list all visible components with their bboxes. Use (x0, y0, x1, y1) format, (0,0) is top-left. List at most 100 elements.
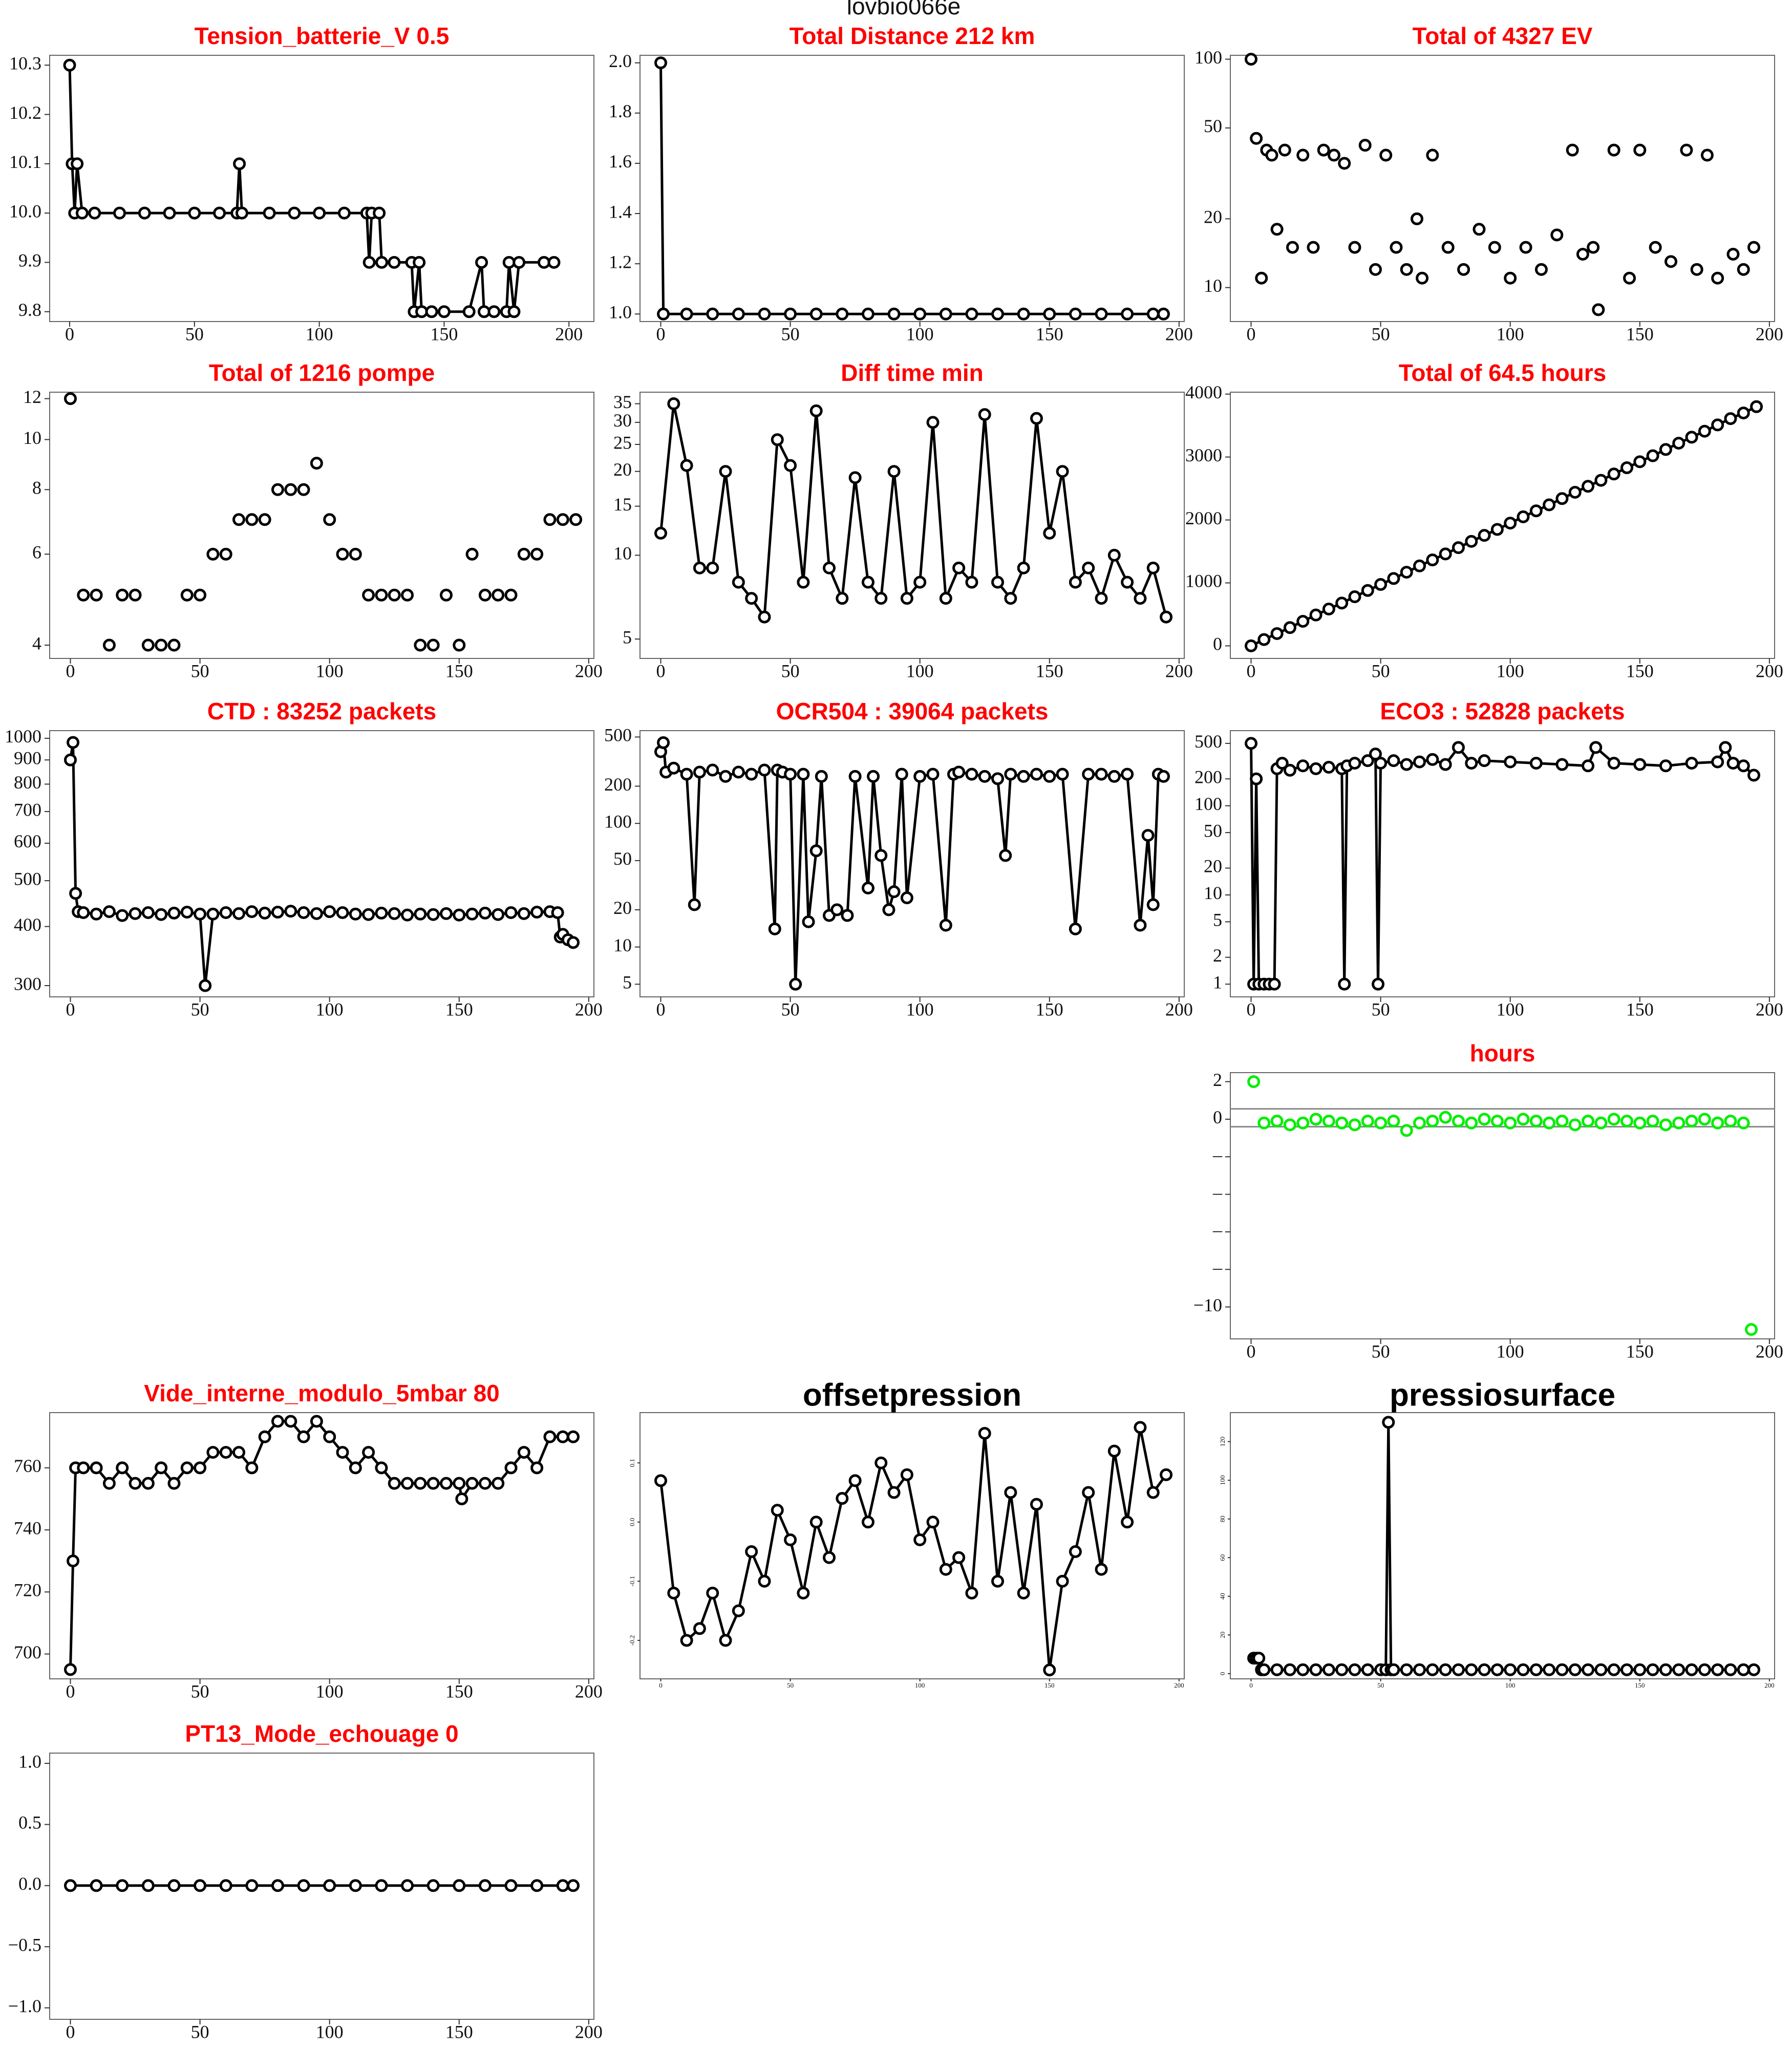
data-point (1504, 1663, 1517, 1676)
series-line (69, 1420, 573, 1670)
data-point (1452, 741, 1465, 754)
data-point (1069, 1545, 1082, 1559)
data-point (336, 1446, 349, 1459)
y-tick-label: 100 (1194, 794, 1222, 814)
data-point (1004, 592, 1017, 605)
data-point (492, 1477, 505, 1490)
y-tick-label: 2 (1213, 1070, 1222, 1090)
data-point (88, 206, 101, 220)
data-point (1250, 772, 1263, 785)
panel: offsetpression 0 50 100 150 200 -0.2 -0.1 0.0 0.1 (628, 1377, 1185, 1689)
data-point (1555, 758, 1569, 771)
data-point (349, 907, 362, 921)
data-point (426, 1477, 440, 1490)
x-tick-label: 50 (787, 1681, 794, 1689)
data-point (1750, 400, 1763, 413)
data-point (991, 1574, 1005, 1588)
data-point (437, 305, 451, 318)
data-point (167, 638, 181, 652)
panel-title: OCR504 : 39064 packets (776, 698, 1049, 724)
data-point (323, 1430, 336, 1443)
y-tick-label: −10 (1193, 1295, 1222, 1315)
y-tick-label: 50 (1204, 820, 1222, 841)
data-point (939, 592, 952, 605)
data-point (63, 58, 76, 72)
data-point (1413, 755, 1426, 769)
y-tick-label: 20 (1204, 207, 1222, 227)
data-point (537, 255, 550, 269)
data-point (271, 1879, 284, 1892)
data-point (861, 575, 874, 589)
data-point (1410, 212, 1423, 225)
data-point (1633, 1116, 1647, 1129)
y-tick-label: 500 (604, 725, 632, 745)
data-point (1317, 143, 1330, 157)
data-point (680, 1634, 693, 1647)
data-point (874, 1456, 888, 1469)
data-point (1283, 763, 1296, 777)
x-tick-label: 150 (1635, 1681, 1645, 1689)
data-point (513, 255, 526, 269)
data-point (1576, 247, 1589, 261)
data-point (297, 483, 310, 496)
x-tick-label: 150 (1626, 999, 1654, 1019)
y-tick-label: 120 (1219, 1437, 1226, 1447)
data-point (1069, 922, 1082, 935)
data-point (194, 1879, 207, 1892)
data-point (1296, 148, 1310, 162)
data-point (1309, 1663, 1322, 1676)
data-point (163, 206, 176, 220)
y-tick-label: 10 (613, 543, 632, 564)
data-point (1146, 307, 1160, 321)
data-point (1043, 770, 1056, 783)
data-point (1095, 767, 1108, 781)
data-point (1268, 977, 1281, 991)
data-point (1255, 271, 1268, 285)
x-tick-label: 50 (781, 324, 800, 344)
y-tick-label: 3000 (1185, 445, 1222, 465)
data-point (999, 849, 1012, 862)
data-point (336, 906, 349, 919)
data-point (1043, 1663, 1056, 1677)
data-point (517, 547, 530, 561)
data-point (1620, 461, 1633, 475)
data-point (1439, 758, 1452, 771)
data-point (504, 588, 518, 602)
data-point (1134, 592, 1147, 605)
data-point (1592, 303, 1605, 316)
data-point (758, 307, 771, 321)
data-point (1452, 1663, 1465, 1676)
data-point (1620, 1663, 1633, 1676)
data-point (965, 307, 978, 321)
data-point (848, 1474, 862, 1487)
data-point (1426, 753, 1439, 766)
data-point (1594, 474, 1608, 487)
data-point (1121, 767, 1134, 781)
page-title: lovbio066e (847, 0, 961, 19)
x-tick-label: 0 (656, 999, 665, 1019)
data-point (887, 1486, 901, 1499)
y-tick-label: 1.6 (609, 151, 632, 172)
data-point (1594, 1116, 1608, 1129)
series-line (69, 741, 574, 987)
data-point (758, 610, 771, 624)
data-point (530, 547, 544, 561)
data-point (90, 1461, 103, 1475)
data-point (194, 907, 207, 921)
data-point (1488, 241, 1501, 254)
data-point (297, 1879, 310, 1892)
data-point (802, 915, 815, 928)
y-tick-label: 2.0 (609, 51, 632, 71)
x-tick-label: 150 (445, 660, 473, 681)
data-point (1265, 148, 1278, 162)
y-tick-label: 5 (1213, 910, 1222, 930)
data-point (1270, 223, 1284, 236)
data-point (1283, 1118, 1296, 1132)
data-point (1017, 1586, 1030, 1599)
data-point (77, 906, 90, 919)
data-point (732, 307, 745, 321)
data-point (313, 206, 326, 220)
data-point (213, 206, 226, 220)
x-tick-label: 100 (316, 1681, 344, 1701)
